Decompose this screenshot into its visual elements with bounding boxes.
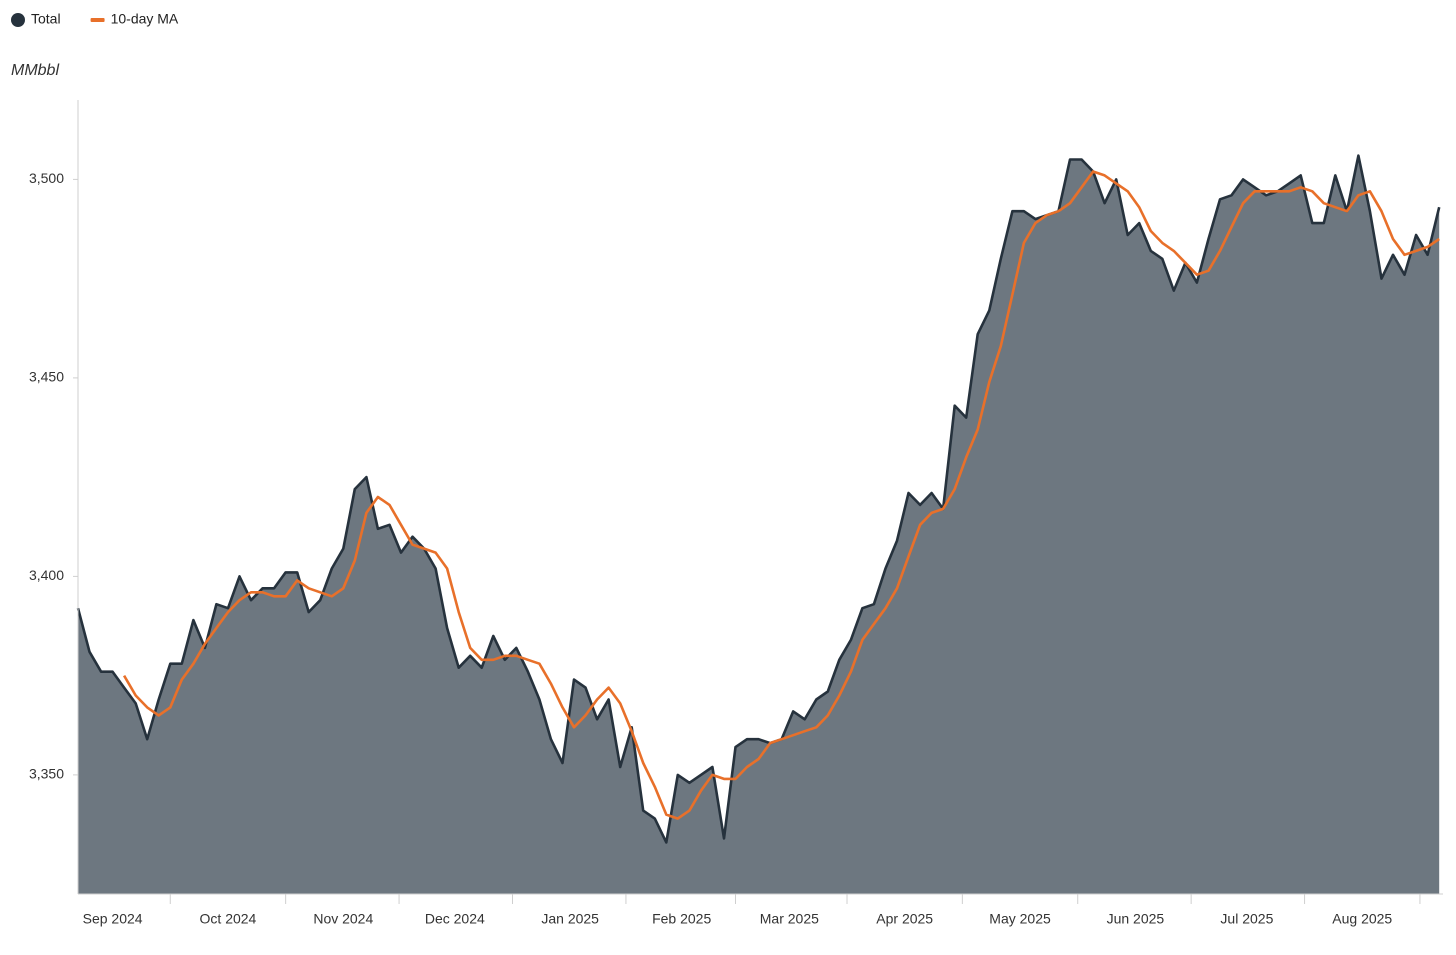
- x-tick-label: Oct 2024: [200, 911, 257, 927]
- legend-item: Total: [11, 11, 61, 27]
- x-tick-label: Nov 2024: [313, 911, 373, 927]
- y-tick-label: 3,400: [29, 567, 64, 583]
- legend-item: 10-day MA: [90, 11, 179, 27]
- x-tick-label: Jan 2025: [541, 911, 599, 927]
- area: [78, 155, 1440, 895]
- x-tick-label: Dec 2024: [425, 911, 485, 927]
- x-tick-label: May 2025: [989, 911, 1051, 927]
- x-tick-label: Feb 2025: [652, 911, 711, 927]
- y-tick-label: 3,450: [29, 369, 64, 385]
- x-tick-label: Aug 2025: [1332, 911, 1392, 927]
- y-axis-label: MMbbl: [11, 62, 59, 79]
- x-tick-label: Jun 2025: [1107, 911, 1165, 927]
- legend-label: 10-day MA: [111, 11, 179, 27]
- x-tick-label: Apr 2025: [876, 911, 933, 927]
- y-tick-label: 3,500: [29, 170, 64, 186]
- legend-label: Total: [31, 11, 61, 27]
- legend-swatch: [90, 18, 105, 22]
- area-edge: [76, 154, 1441, 844]
- x-tick-label: Sep 2024: [83, 911, 143, 927]
- y-tick-label: 3,350: [29, 766, 64, 782]
- legend-swatch: [11, 13, 25, 27]
- line: [122, 170, 1440, 820]
- x-tick-label: Jul 2025: [1220, 911, 1273, 927]
- x-tick-label: Mar 2025: [760, 911, 819, 927]
